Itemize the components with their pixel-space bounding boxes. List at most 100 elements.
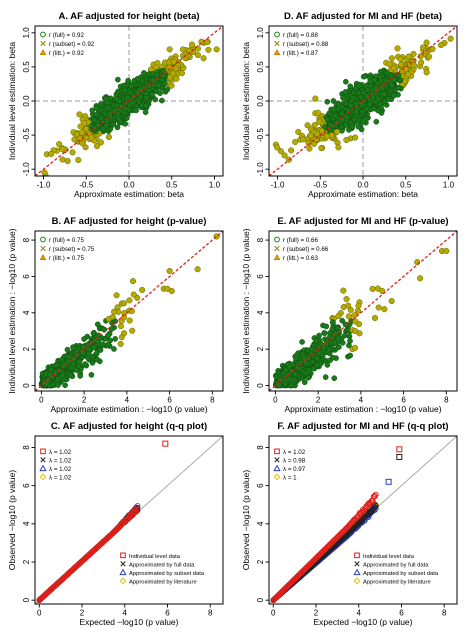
qq-series-0 <box>270 491 379 604</box>
data-point <box>168 287 175 295</box>
data-point <box>149 91 155 98</box>
data-point <box>324 98 331 105</box>
x-tick-label: 8 <box>210 396 215 405</box>
data-point <box>194 266 201 273</box>
data-point <box>417 275 424 282</box>
data-point <box>133 107 140 114</box>
data-point <box>351 116 358 123</box>
data-point <box>59 156 66 163</box>
data-point <box>331 375 338 382</box>
data-point <box>301 355 308 361</box>
legend-label: λ = 1.02 <box>283 449 306 456</box>
data-point <box>342 321 349 328</box>
x-tick-label: 0 <box>39 396 44 405</box>
data-point <box>81 336 87 342</box>
data-point <box>329 319 336 325</box>
data-point <box>386 61 393 68</box>
x-tick-label: 2 <box>80 609 85 618</box>
legend-triangle-icon <box>39 464 47 472</box>
data-point <box>94 356 101 363</box>
data-point <box>308 346 315 353</box>
data-point <box>339 339 346 346</box>
data-point <box>300 136 307 143</box>
legend-circle-icon <box>40 236 46 243</box>
data-point <box>311 122 318 129</box>
x-tick-label: -0.5 <box>313 181 327 190</box>
data-point <box>56 141 63 148</box>
data-point <box>143 95 150 101</box>
legend-label: λ = 0.97 <box>283 466 306 473</box>
data-point <box>85 346 92 353</box>
data-point <box>97 139 104 146</box>
legend-label: r (litt.) = 0.75 <box>49 255 84 262</box>
data-point <box>339 317 346 324</box>
data-point <box>166 64 173 71</box>
legend: r (full) = 0.88r (subset) = 0.88r (litt.… <box>273 31 329 57</box>
x-tick-label: 4 <box>125 396 130 405</box>
qq-point <box>134 503 141 509</box>
x-tick-label: 6 <box>167 396 172 405</box>
data-point <box>347 338 353 344</box>
data-point <box>355 123 362 130</box>
data-point <box>344 114 350 121</box>
y-tick-label: 0.0 <box>22 95 31 107</box>
y-tick-label: 0 <box>22 383 31 388</box>
data-point <box>304 122 311 129</box>
legend-cross-icon <box>40 40 46 47</box>
x-tick-label: 0 <box>37 609 42 618</box>
data-point <box>97 101 104 108</box>
y-tick-label: 0 <box>256 383 265 388</box>
data-point <box>381 306 388 313</box>
data-point <box>354 307 362 314</box>
data-point <box>130 291 137 298</box>
data-point <box>315 109 322 116</box>
plot-area <box>269 231 457 391</box>
legend-label: λ = 1.02 <box>49 466 72 473</box>
data-point <box>355 90 362 96</box>
data-point <box>205 46 212 53</box>
panel-B: B. AF adjusted for height (p-value)r (fu… <box>7 216 224 414</box>
data-point <box>117 323 124 330</box>
data-point <box>194 45 201 52</box>
data-point <box>43 380 50 387</box>
panel-F: F. AF adjusted for MI and HF (q-q plot)λ… <box>241 421 458 627</box>
legend-square-icon <box>354 552 360 559</box>
panel-E: E. AF adjusted for MI and HF (p-value)r … <box>241 216 458 414</box>
data-point <box>173 75 180 82</box>
data-point <box>93 105 100 112</box>
data-point <box>359 109 366 115</box>
data-point <box>157 90 163 96</box>
data-point <box>53 362 60 369</box>
legend-label: r (full) = 0.92 <box>49 32 84 39</box>
data-point <box>13 178 19 184</box>
data-point <box>114 124 121 131</box>
data-point <box>200 55 207 62</box>
legend-cross-icon <box>120 561 126 567</box>
qq-point <box>132 507 139 514</box>
data-point <box>313 338 320 344</box>
data-point <box>126 297 133 304</box>
data-point <box>295 128 302 135</box>
data-point <box>170 58 177 65</box>
data-point <box>314 355 320 362</box>
panel-title: E. AF adjusted for MI and HF (p-value) <box>277 216 448 227</box>
identity-line <box>35 26 223 176</box>
legend-square-icon <box>274 448 280 455</box>
y-tick-label: 4 <box>256 521 265 526</box>
y-tick-label: -0.5 <box>256 128 265 142</box>
legend-label: Approximated by full data <box>363 563 429 569</box>
y-tick-label: 1.0 <box>22 27 31 39</box>
data-point <box>282 367 289 373</box>
lambda-legend: λ = 1.02λ = 0.98λ = 0.97λ = 1 <box>273 448 306 482</box>
legend-cross-icon <box>40 245 46 252</box>
plot-frame <box>268 230 458 392</box>
data-point <box>286 375 293 382</box>
data-point <box>316 118 323 125</box>
data-point <box>342 121 349 128</box>
